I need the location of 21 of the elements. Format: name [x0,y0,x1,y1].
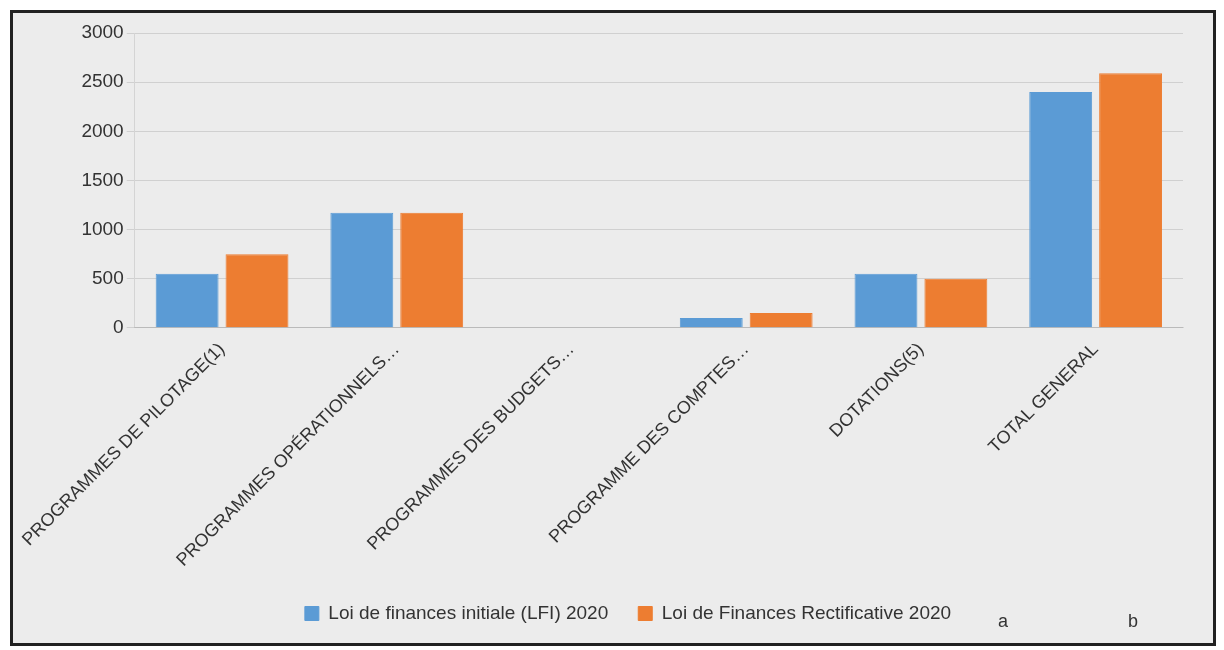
bar [749,313,813,328]
bar [155,273,219,328]
y-tick-label: 3000 [81,21,124,43]
bar [679,318,743,328]
bar [225,254,289,328]
bar [1029,91,1093,328]
y-tick-label: 1000 [81,217,124,239]
y-tick-label: 500 [92,266,124,288]
bar [400,212,464,328]
legend-label: Loi de finances initiale (LFI) 2020 [328,601,609,623]
bar [1099,73,1163,328]
legend-label: Loi de Finances Rectificative 2020 [661,601,952,623]
bar [924,278,988,328]
y-tick-label: 2500 [81,70,124,92]
text: b [1128,611,1139,632]
y-tick-label: 2000 [81,119,124,141]
y-tick-label: 1500 [81,168,124,190]
text: a [998,611,1009,632]
bar [330,212,394,328]
bar [854,273,918,328]
y-tick-label: 0 [113,316,124,338]
